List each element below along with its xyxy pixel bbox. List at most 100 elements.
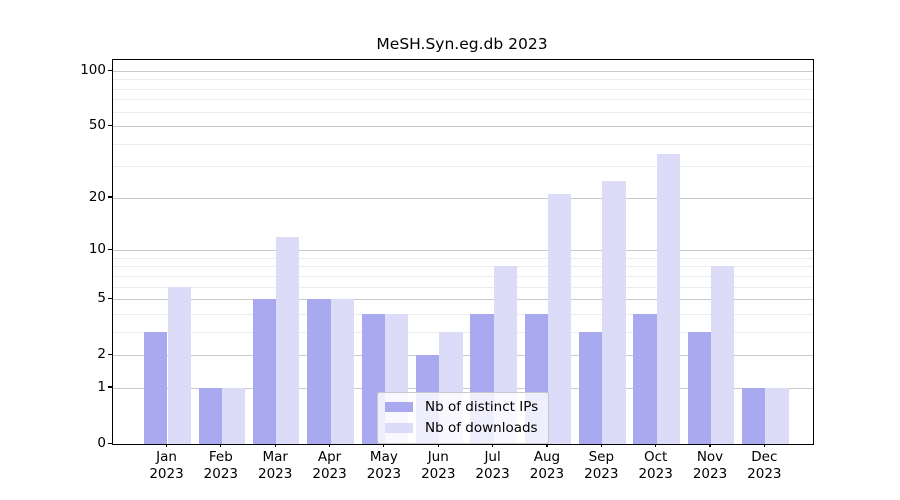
x-tick-label-may: May 2023 (352, 449, 416, 483)
gridline-minor-4 (113, 313, 813, 315)
x-tick-year-may: 2023 (366, 466, 402, 482)
x-tick-month-nov: Nov (696, 449, 724, 465)
bar-downloads-jan (167, 286, 191, 444)
gridline-minor-6 (113, 286, 813, 288)
x-tick-year-oct: 2023 (638, 466, 673, 482)
x-tick-year-jul: 2023 (475, 466, 510, 482)
y-tick-label-1: 1 (97, 378, 106, 395)
x-tick-month-jul: Jul (484, 449, 501, 465)
gridline-minor-8 (113, 266, 813, 268)
x-tick-mark-may (383, 443, 385, 447)
bar-ips-sep (579, 331, 603, 444)
y-tick-mark-20 (108, 196, 112, 198)
y-tick-label-10: 10 (88, 241, 106, 258)
x-tick-mark-aug (546, 443, 548, 447)
x-tick-label-oct: Oct 2023 (624, 449, 688, 483)
gridline-major-2 (113, 355, 813, 357)
y-tick-mark-5 (108, 297, 112, 299)
chart-title: MeSH.Syn.eg.db 2023 (376, 35, 548, 53)
x-tick-mark-nov (709, 443, 711, 447)
y-tick-mark-100 (108, 69, 112, 71)
y-tick-label-20: 20 (88, 188, 106, 205)
gridline-minor-80 (113, 88, 813, 90)
y-tick-mark-10 (108, 248, 112, 250)
gridline-major-20 (113, 197, 813, 199)
gridline-minor-9 (113, 257, 813, 259)
y-tick-label-100: 100 (80, 62, 106, 78)
x-tick-mark-jun (437, 443, 439, 447)
x-tick-month-jan: Jan (156, 449, 177, 465)
x-tick-label-mar: Mar 2023 (243, 449, 307, 483)
x-tick-label-dec: Dec 2023 (732, 449, 796, 483)
gridline-major-1 (113, 387, 813, 389)
x-tick-month-oct: Oct (643, 449, 668, 465)
gridline-minor-70 (113, 99, 813, 101)
gridline-minor-30 (113, 166, 813, 168)
y-tick-mark-1 (108, 386, 112, 388)
y-tick-label-2: 2 (97, 346, 106, 363)
bar-ips-dec (742, 387, 766, 444)
gridline-major-10 (113, 250, 813, 252)
legend-label-downloads: Nb of downloads (425, 420, 538, 436)
bar-downloads-mar (276, 236, 300, 444)
legend-swatch-distinct-ips (385, 402, 413, 412)
bar-ips-mar (252, 299, 277, 444)
x-tick-label-nov: Nov 2023 (678, 449, 742, 483)
y-tick-mark-0 (108, 442, 112, 444)
plot-area (112, 59, 814, 445)
x-tick-year-jun: 2023 (421, 466, 456, 482)
legend-swatch-downloads (385, 423, 413, 433)
bar-ips-feb (198, 387, 222, 444)
x-tick-month-may: May (369, 449, 398, 465)
x-tick-year-feb: 2023 (203, 466, 239, 482)
x-tick-label-feb: Feb 2023 (189, 449, 253, 483)
bar-ips-nov (687, 331, 711, 444)
gridline-major-50 (113, 126, 813, 128)
x-tick-month-dec: Dec (751, 449, 778, 465)
bar-downloads-feb (221, 387, 246, 444)
gridline-major-5 (113, 299, 813, 301)
bar-downloads-sep (602, 180, 626, 444)
x-tick-month-sep: Sep (588, 449, 615, 465)
bar-ips-jan (144, 331, 168, 444)
x-tick-label-jul: Jul 2023 (461, 449, 525, 483)
x-tick-year-jan: 2023 (149, 466, 184, 482)
bar-downloads-apr (330, 299, 354, 444)
x-tick-label-jan: Jan 2023 (135, 449, 199, 483)
x-tick-mark-oct (655, 443, 657, 447)
y-tick-label-0: 0 (97, 435, 106, 451)
x-tick-mark-mar (274, 443, 276, 447)
x-tick-month-aug: Aug (533, 449, 561, 465)
x-tick-label-jun: Jun 2023 (406, 449, 470, 483)
bar-ips-apr (307, 299, 331, 444)
x-tick-year-mar: 2023 (258, 466, 293, 482)
x-tick-year-sep: 2023 (584, 466, 619, 482)
legend-item-downloads: Nb of downloads (385, 420, 538, 436)
bar-downloads-aug (547, 194, 572, 444)
y-tick-label-5: 5 (97, 290, 106, 307)
x-tick-month-mar: Mar (262, 449, 288, 465)
gridline-minor-40 (113, 143, 813, 145)
x-tick-mark-dec (763, 443, 765, 447)
bar-downloads-nov (711, 266, 735, 444)
x-tick-mark-feb (220, 443, 222, 447)
x-tick-label-sep: Sep 2023 (569, 449, 633, 483)
x-tick-label-aug: Aug 2023 (515, 449, 579, 483)
x-tick-label-apr: Apr 2023 (298, 449, 362, 483)
x-tick-mark-jul (492, 443, 494, 447)
x-tick-month-feb: Feb (208, 449, 233, 465)
y-tick-label-50: 50 (88, 117, 106, 134)
x-tick-month-jun: Jun (427, 449, 449, 465)
legend-label-distinct-ips: Nb of distinct IPs (425, 399, 539, 415)
x-tick-year-nov: 2023 (692, 466, 728, 482)
x-tick-month-apr: Apr (317, 449, 342, 465)
x-tick-mark-jan (165, 443, 168, 447)
x-tick-mark-apr (328, 443, 331, 447)
x-tick-year-aug: 2023 (529, 466, 565, 482)
bar-downloads-oct (656, 154, 680, 444)
gridline-major-100 (113, 71, 813, 72)
x-tick-year-dec: 2023 (747, 466, 782, 482)
y-tick-mark-2 (108, 353, 112, 355)
bar-ips-oct (633, 313, 657, 444)
